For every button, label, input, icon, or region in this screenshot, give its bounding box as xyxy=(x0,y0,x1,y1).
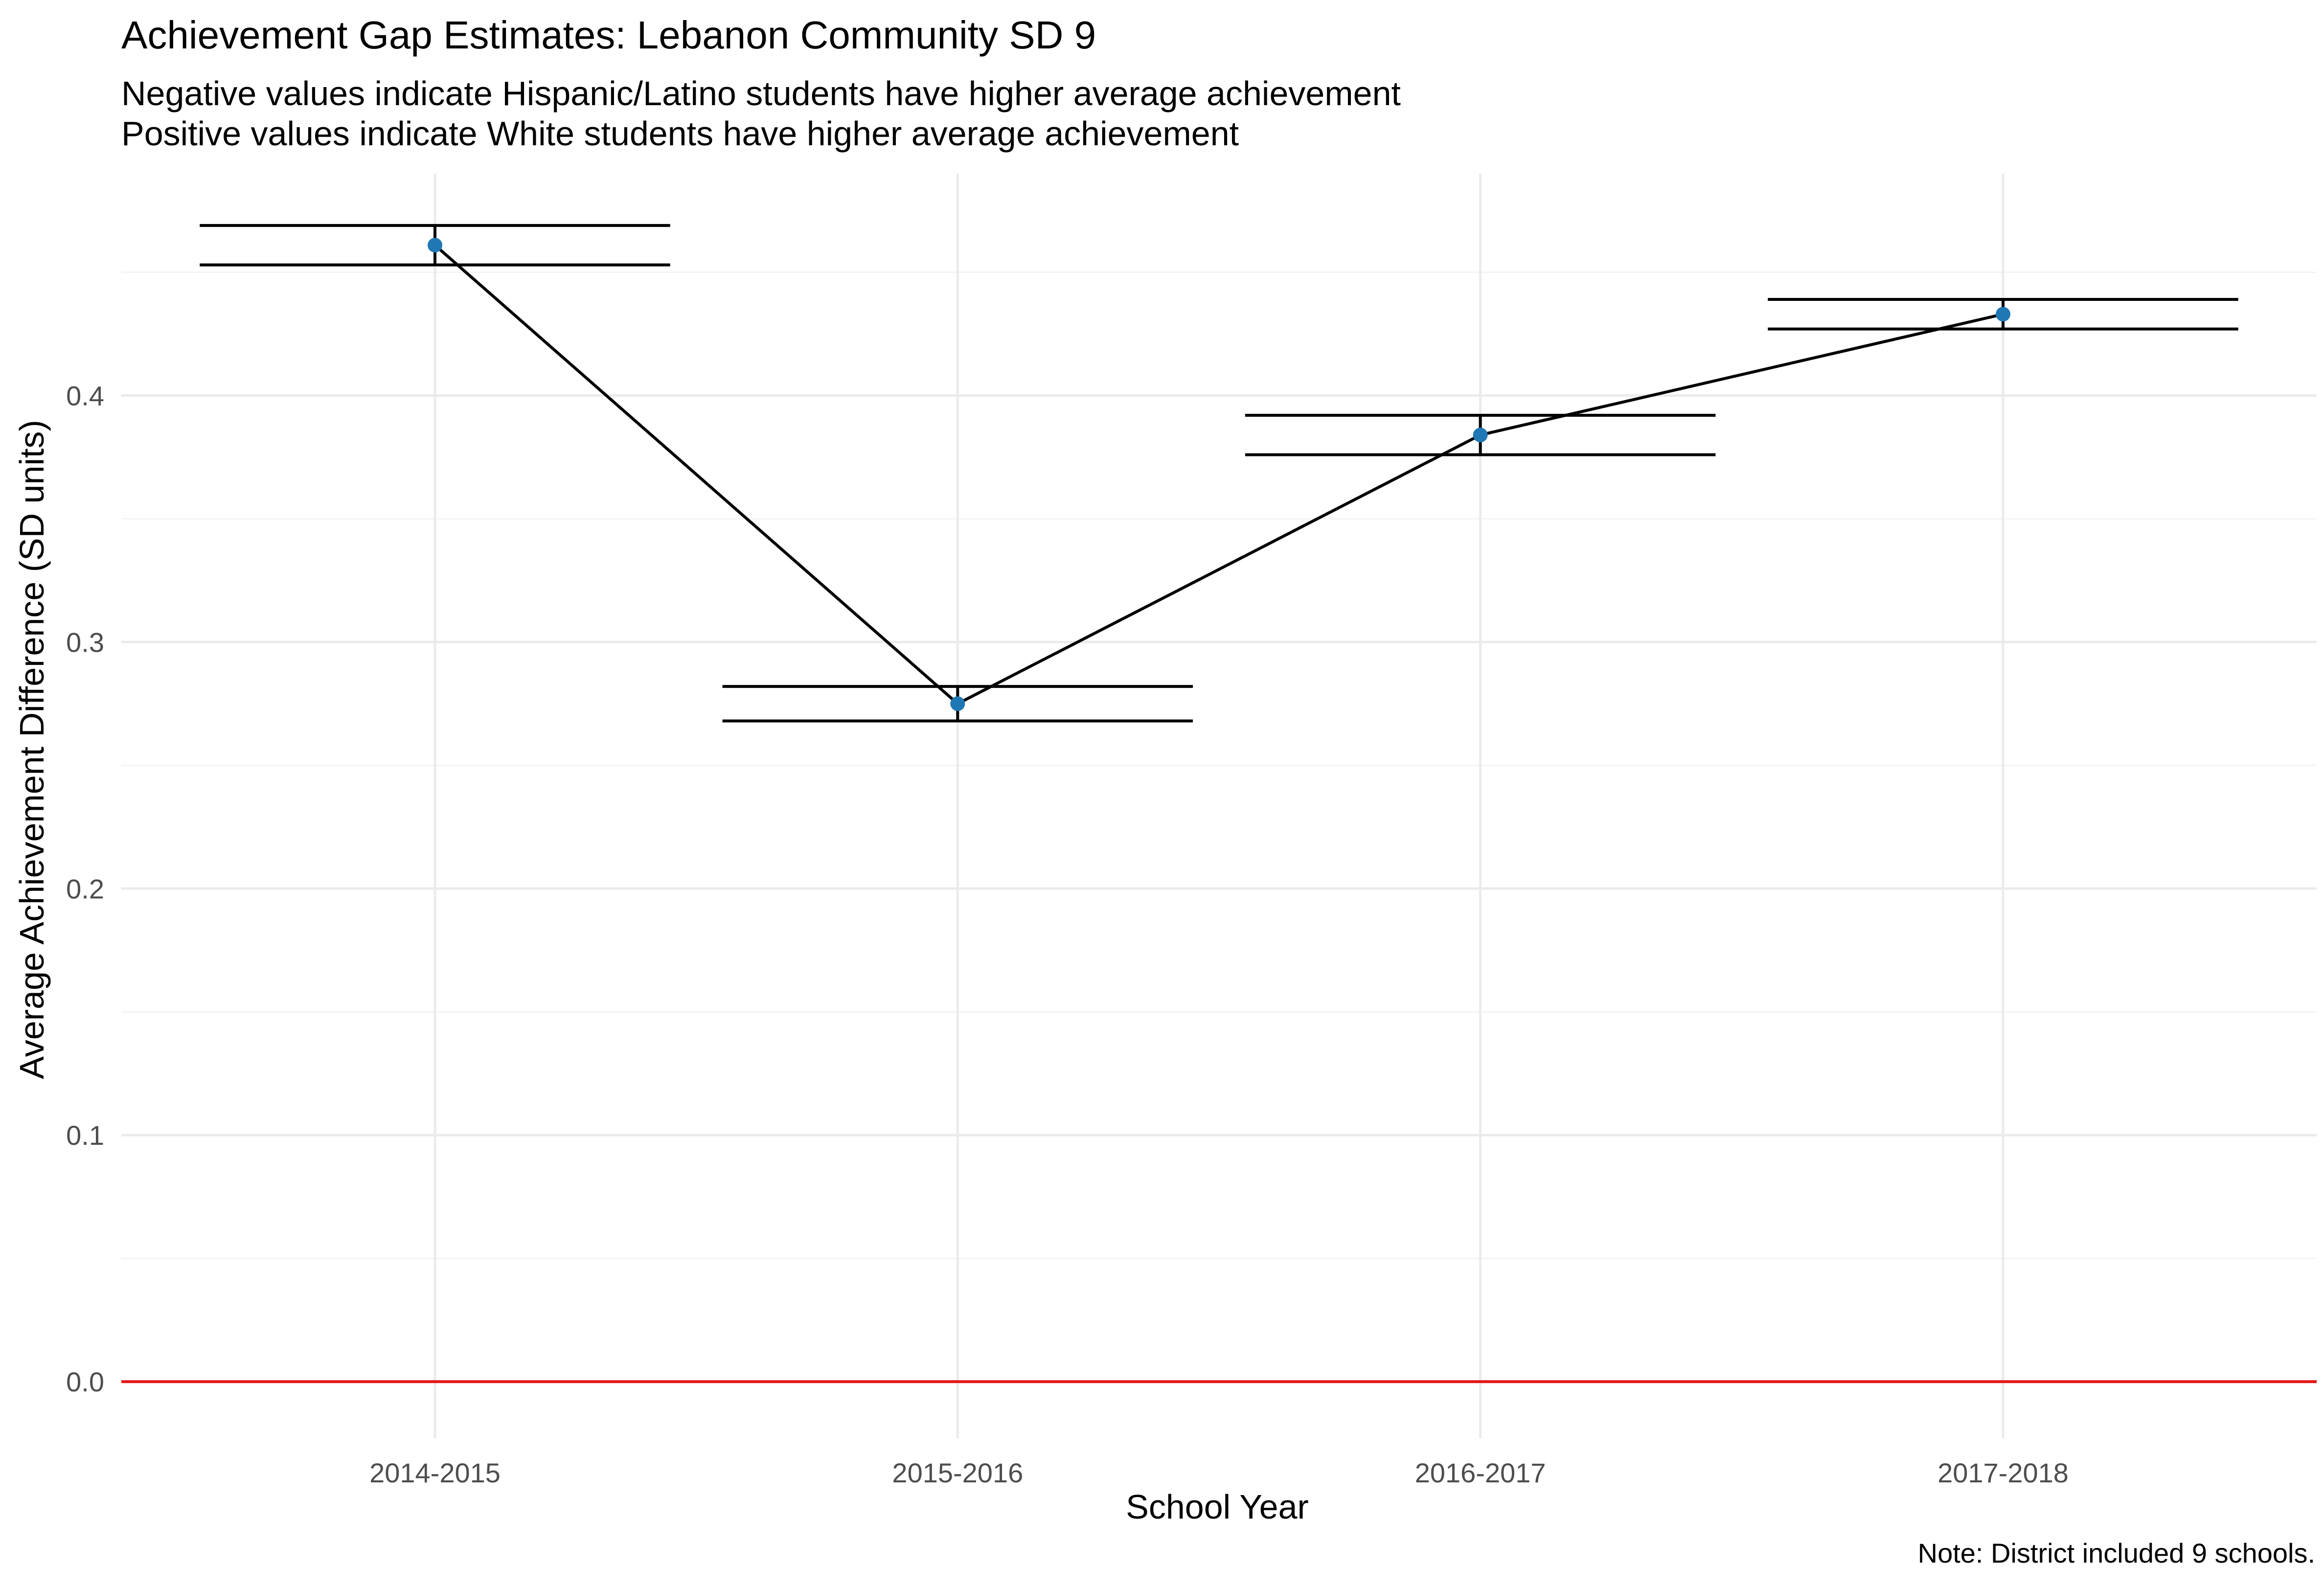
grid-layer xyxy=(121,174,2317,1438)
y-tick-label: 0.4 xyxy=(66,381,104,411)
point-layer xyxy=(428,238,2010,711)
x-tick-label: 2017-2018 xyxy=(1937,1457,2069,1488)
chart-title: Achievement Gap Estimates: Lebanon Commu… xyxy=(121,13,1096,57)
series-line-layer xyxy=(434,244,2004,705)
y-axis-label: Average Achievement Difference (SD units… xyxy=(13,420,51,1079)
y-tick-label: 0.0 xyxy=(66,1366,104,1397)
data-point xyxy=(428,238,442,253)
errorbar-layer xyxy=(200,224,2238,723)
chart-caption: Note: District included 9 schools. xyxy=(1917,1538,2315,1568)
chart-subtitle: Negative values indicate Hispanic/Latino… xyxy=(121,73,1401,154)
subtitle-line-1: Negative values indicate Hispanic/Latino… xyxy=(121,74,1401,113)
y-tick-labels: 0.0 0.1 0.2 0.3 0.4 xyxy=(66,381,104,1398)
x-axis-label: School Year xyxy=(1126,1488,1309,1526)
x-tick-label: 2015-2016 xyxy=(892,1457,1023,1488)
data-point xyxy=(1473,428,1488,443)
y-tick-label: 0.1 xyxy=(66,1120,104,1151)
series-line xyxy=(434,244,2004,705)
x-tick-label: 2014-2015 xyxy=(369,1457,501,1488)
y-tick-label: 0.3 xyxy=(66,627,104,658)
x-tick-labels: 2014-2015 2015-2016 2016-2017 2017-2018 xyxy=(369,1457,2069,1488)
data-point xyxy=(950,696,965,711)
subtitle-line-2: Positive values indicate White students … xyxy=(121,114,1239,153)
y-tick-label: 0.2 xyxy=(66,873,104,904)
data-point xyxy=(1996,307,2010,322)
x-tick-label: 2016-2017 xyxy=(1415,1457,1546,1488)
